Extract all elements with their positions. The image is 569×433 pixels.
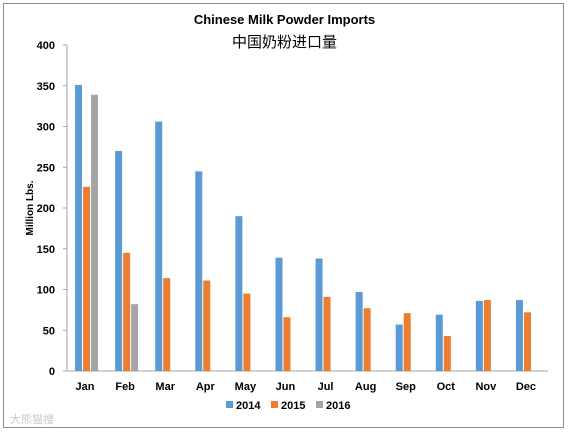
bar-2015-aug — [363, 308, 371, 371]
x-tick-label: Feb — [115, 381, 135, 393]
bar-2014-may — [235, 216, 243, 371]
x-tick-label: Oct — [437, 381, 456, 393]
x-tick-label: Mar — [155, 381, 175, 393]
y-tick-label: 350 — [37, 81, 55, 93]
y-tick-label: 200 — [37, 203, 55, 215]
bar-2014-aug — [355, 291, 363, 371]
bar-2015-nov — [483, 300, 491, 371]
bar-2014-apr — [195, 171, 203, 371]
x-tick-label: Jul — [318, 381, 334, 393]
bar-2014-sep — [395, 324, 403, 371]
x-tick-label: Jun — [276, 381, 296, 393]
x-tick-label: Nov — [475, 381, 497, 393]
axes: 0 50 100 150 200 250 300 350 400 Million Lbs. Jan F… — [25, 40, 548, 393]
y-tick-label: 400 — [37, 40, 55, 52]
bar-2015-oct — [443, 335, 451, 371]
bar-2016-jan — [91, 94, 99, 371]
y-axis-label: Million Lbs. — [25, 180, 36, 235]
bar-2015-apr — [203, 280, 211, 371]
legend: 2014 2015 2016 — [226, 400, 350, 412]
legend-label-2014: 2014 — [236, 400, 261, 412]
y-tick-label: 100 — [37, 285, 55, 297]
bar-2015-mar — [163, 278, 171, 371]
x-tick-label: Sep — [396, 381, 416, 393]
x-tick-label: Dec — [516, 381, 536, 393]
bar-2014-jul — [315, 258, 323, 371]
chart-title: Chinese Milk Powder Imports — [193, 12, 376, 27]
bar-2015-jan — [83, 186, 91, 371]
bar-2014-jun — [275, 257, 283, 371]
bar-2014-mar — [155, 121, 163, 371]
bar-2015-dec — [523, 312, 531, 371]
legend-label-2015: 2015 — [281, 400, 305, 412]
y-tick-label: 0 — [49, 366, 55, 378]
bar-2014-nov — [475, 300, 483, 371]
bar-2014-dec — [515, 300, 523, 371]
bar-2015-may — [243, 293, 251, 371]
chart-subtitle: 中国奶粉进口量 — [231, 33, 337, 51]
x-tick-label: Jan — [76, 381, 95, 393]
bar-2014-jan — [75, 84, 83, 371]
y-tick-label: 150 — [37, 244, 55, 256]
y-tick-label: 50 — [43, 325, 55, 337]
bar-2014-feb — [115, 150, 123, 371]
x-tick-label: Aug — [355, 381, 376, 393]
bar-2016-feb — [131, 304, 139, 371]
legend-swatch-2016 — [316, 401, 323, 408]
bar-2015-feb — [123, 252, 131, 371]
bar-2015-jun — [283, 317, 291, 371]
y-tick-label: 300 — [37, 122, 55, 134]
bar-2014-oct — [435, 314, 443, 371]
watermark: 大熊猫搜 — [10, 413, 54, 426]
x-tick-label: Apr — [196, 381, 216, 393]
y-tick-label: 250 — [37, 162, 55, 174]
x-tick-label: May — [235, 381, 257, 393]
legend-swatch-2015 — [271, 401, 278, 408]
legend-label-2016: 2016 — [326, 400, 350, 412]
legend-swatch-2014 — [226, 401, 233, 408]
bar-2015-sep — [403, 313, 411, 371]
bars — [75, 84, 531, 371]
bar-2015-jul — [323, 296, 331, 371]
